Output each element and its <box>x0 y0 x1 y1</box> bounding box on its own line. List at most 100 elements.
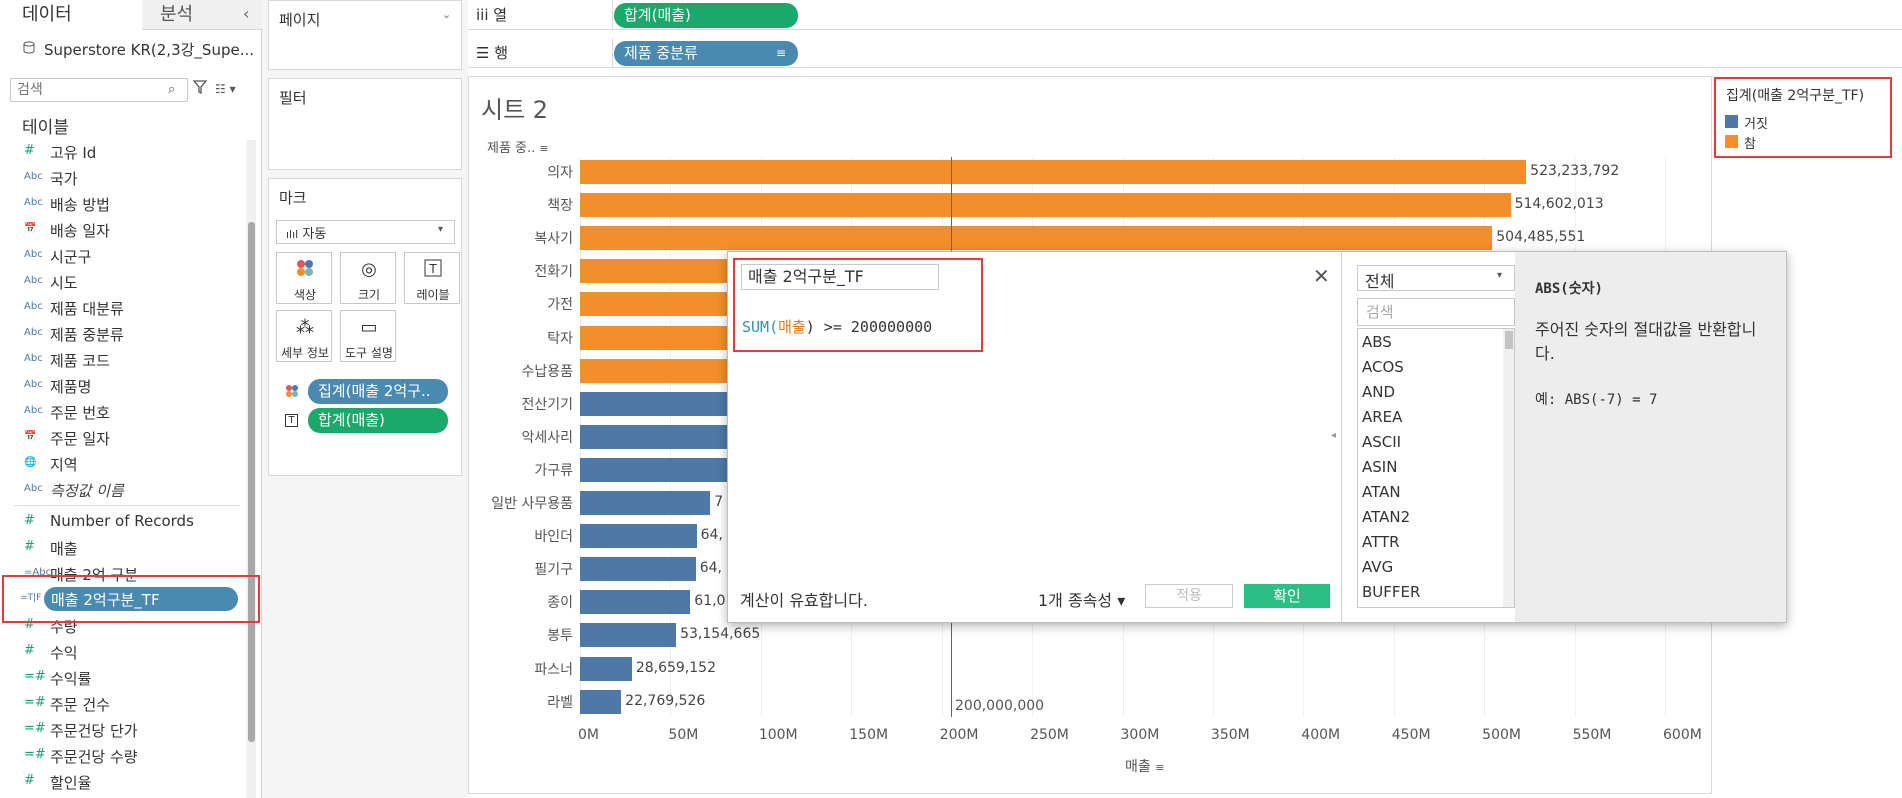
rows-pill[interactable]: 제품 중분류 ≡ <box>614 41 798 66</box>
legend-title[interactable]: 집계(매출 2억구분_TF) <box>1726 88 1865 104</box>
field-item[interactable]: # 수익 <box>0 640 244 664</box>
bar[interactable] <box>580 623 677 648</box>
function-item[interactable]: ATAN <box>1362 483 1401 501</box>
bar[interactable] <box>580 689 622 714</box>
field-item[interactable]: # 매출 <box>0 536 244 560</box>
function-item[interactable]: ATAN2 <box>1362 508 1411 526</box>
close-icon[interactable]: ✕ <box>1313 264 1330 288</box>
collapse-pane-icon[interactable]: ‹ <box>243 4 250 23</box>
field-item[interactable]: Abc 제품 코드 <box>0 348 244 372</box>
category-label[interactable]: 전화기 <box>534 264 573 281</box>
columns-pill[interactable]: 합계(매출) <box>614 3 798 28</box>
detail-mark-button[interactable]: ⁂ 세부 정보 <box>276 310 332 362</box>
bar[interactable] <box>580 557 696 582</box>
field-search-input[interactable] <box>11 79 161 101</box>
field-item[interactable]: Abc 측정값 이름 <box>0 478 244 502</box>
legend-label-true[interactable]: 참 <box>1744 137 1756 152</box>
tab-analysis[interactable]: 분석 <box>160 4 194 25</box>
category-label[interactable]: 탁자 <box>547 330 573 347</box>
chevron-down-icon[interactable]: ⌄ <box>442 8 452 21</box>
category-label[interactable]: 책장 <box>547 198 573 215</box>
bar[interactable] <box>580 590 691 615</box>
filter-icon[interactable] <box>193 80 207 94</box>
function-item[interactable]: ACOS <box>1362 358 1404 376</box>
field-item[interactable]: 📅 배송 일자 <box>0 218 244 242</box>
tooltip-mark-button[interactable]: ▭ 도구 설명 <box>340 310 396 362</box>
bar[interactable] <box>580 656 632 681</box>
calc-name-field[interactable]: 매출 2억구분_TF <box>741 264 939 290</box>
category-label[interactable]: 봉투 <box>547 628 573 645</box>
field-item[interactable]: Abc 배송 방법 <box>0 192 244 216</box>
datasource-name[interactable]: Superstore KR(2,3강_Supe... <box>44 41 255 59</box>
field-item[interactable]: Abc 시군구 <box>0 244 244 268</box>
field-item[interactable]: # 고유 Id <box>0 140 244 164</box>
label-mark-button[interactable]: T 레이블 <box>404 252 460 304</box>
view-options-icon[interactable]: ☷ ▾ <box>215 82 236 96</box>
bar[interactable] <box>580 226 1493 251</box>
legend-swatch-true[interactable] <box>1725 135 1738 148</box>
x-axis-title[interactable]: 매출 ≡ <box>1125 756 1164 776</box>
field-item[interactable]: Abc 시도 <box>0 270 244 294</box>
legend-swatch-false[interactable] <box>1725 115 1738 128</box>
color-pill[interactable]: 집계(매출 2억구.. <box>308 379 448 404</box>
bar[interactable] <box>580 193 1511 218</box>
ok-button[interactable]: 확인 <box>1244 584 1330 608</box>
field-item[interactable]: 🌐 지역 <box>0 452 244 476</box>
function-item[interactable]: AND <box>1362 383 1396 401</box>
category-label[interactable]: 라벨 <box>547 694 573 711</box>
category-label[interactable]: 악세사리 <box>521 429 573 446</box>
category-label[interactable]: 파스너 <box>534 661 573 678</box>
function-item[interactable]: ASIN <box>1362 458 1398 476</box>
search-icon[interactable]: ⌕ <box>168 82 176 97</box>
formula-editor[interactable]: SUM(매출) >= 200000000 <box>742 316 932 337</box>
category-label[interactable]: 의자 <box>547 165 573 181</box>
pages-card[interactable]: 페이지 <box>268 0 462 70</box>
function-item[interactable]: AREA <box>1362 408 1403 426</box>
function-search[interactable]: 검색 <box>1357 298 1515 326</box>
category-label[interactable]: 일반 사무용품 <box>491 496 573 512</box>
field-item[interactable]: Abc 국가 <box>0 166 244 190</box>
field-item[interactable]: =# 주문건당 수량 <box>0 744 244 768</box>
function-list-scrollbar-thumb[interactable] <box>1505 331 1513 349</box>
columns-shelf[interactable]: iii 열 <box>468 0 1902 30</box>
function-item[interactable]: ATTR <box>1362 533 1400 551</box>
dependencies-dropdown[interactable]: 1개 종속성 ▾ <box>1038 591 1126 610</box>
field-item[interactable]: =# 수익률 <box>0 666 244 690</box>
field-item[interactable]: Abc 제품 대분류 <box>0 296 244 320</box>
mark-type-select[interactable] <box>276 220 455 244</box>
filters-card[interactable]: 필터 <box>268 78 462 170</box>
field-search[interactable] <box>10 78 188 102</box>
category-label[interactable]: 전산기기 <box>521 396 573 413</box>
category-label[interactable]: 가구류 <box>534 462 573 479</box>
field-item[interactable]: =# 주문 건수 <box>0 692 244 716</box>
field-item[interactable]: Abc 제품 중분류 <box>0 322 244 346</box>
collapse-functions-icon[interactable]: ◂ <box>1331 430 1337 441</box>
category-label[interactable]: 필기구 <box>534 562 573 579</box>
bar[interactable] <box>580 160 1527 184</box>
field-item[interactable]: # Number of Records <box>0 510 244 534</box>
label-pill[interactable]: 합계(매출) <box>308 408 448 433</box>
function-list-scrollbar[interactable] <box>1503 329 1514 607</box>
function-item[interactable]: AVG <box>1362 558 1394 576</box>
field-list-scrollbar-thumb[interactable] <box>248 222 255 742</box>
field-item[interactable]: 📅 주문 일자 <box>0 426 244 450</box>
function-item[interactable]: ABS <box>1362 333 1392 351</box>
function-category-select[interactable] <box>1357 265 1515 291</box>
tab-data[interactable]: 데이터 <box>22 4 72 25</box>
row-header[interactable]: 제품 중.. ≡ <box>487 137 549 156</box>
sort-icon[interactable]: ≡ <box>1155 761 1165 774</box>
function-item[interactable]: BUFFER <box>1362 583 1421 601</box>
field-item[interactable]: Abc 제품명 <box>0 374 244 398</box>
color-mark-button[interactable]: 색상 <box>276 252 332 304</box>
category-label[interactable]: 복사기 <box>534 231 573 248</box>
field-item[interactable]: =# 주문건당 단가 <box>0 718 244 742</box>
size-mark-button[interactable]: ◎ 크기 <box>340 252 396 304</box>
category-label[interactable]: 종이 <box>547 595 573 612</box>
field-item[interactable]: Abc 주문 번호 <box>0 400 244 424</box>
function-item[interactable]: ASCII <box>1362 433 1402 451</box>
function-list[interactable] <box>1357 328 1515 608</box>
bar[interactable] <box>580 491 711 515</box>
category-label[interactable]: 바인더 <box>534 529 573 546</box>
field-item[interactable]: # 할인율 <box>0 770 244 794</box>
selected-field-pill[interactable] <box>44 587 238 611</box>
